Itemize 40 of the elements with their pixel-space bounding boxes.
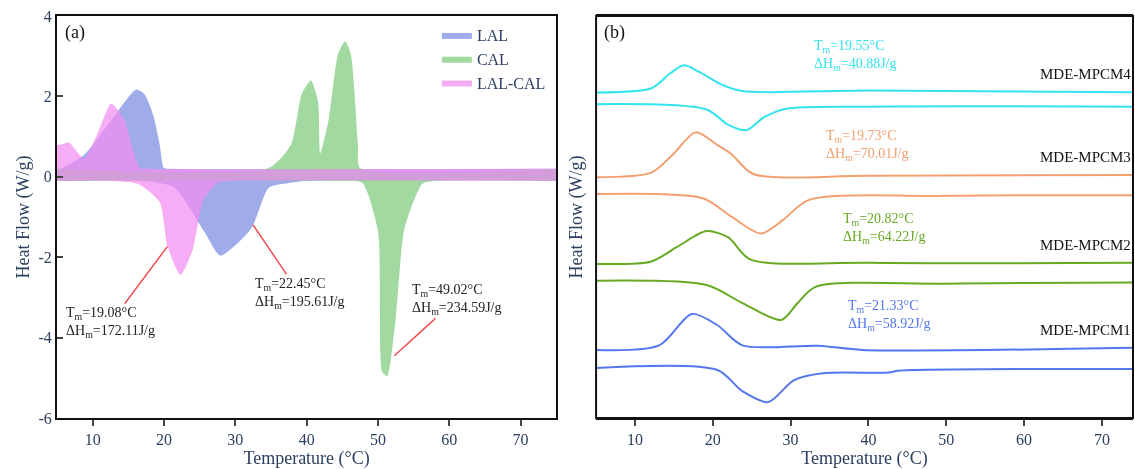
legend-label: LAL (476, 27, 508, 45)
x-tick-label: 40 (860, 431, 877, 449)
y-tick-label: 4 (43, 7, 52, 25)
y-tick-label: 0 (43, 168, 52, 186)
y-tick-label: -6 (38, 409, 52, 427)
series-label: MDE-MPCM3 (1040, 149, 1131, 165)
annotation: T$_{m}$=19.73°C ΔH$_{m}$=70.01J/g (826, 128, 909, 164)
legend-label: LAL-CAL (476, 74, 546, 92)
x-tick-label: 50 (369, 431, 386, 449)
x-tick-label: 70 (512, 431, 529, 449)
x-axis-title: Temperature (°C) (243, 448, 370, 469)
x-tick-label: 70 (1093, 431, 1110, 449)
y-axis-title: Heat Flow (W/g) (565, 155, 587, 279)
series-label: MDE-MPCM4 (1040, 66, 1132, 82)
series-label: MDE-MPCM2 (1040, 237, 1131, 253)
x-axis-title: Temperature (°C) (801, 448, 928, 469)
y-tick-label: -4 (38, 329, 52, 347)
y-axis-title: Heat Flow (W/g) (13, 155, 35, 279)
x-tick-label: 30 (782, 431, 799, 449)
legend-label: CAL (476, 50, 509, 68)
annotation: T$_{m}$=20.82°C ΔH$_{m}$=64.22J/g (843, 211, 926, 247)
y-tick-label: 2 (43, 88, 52, 105)
annotation: T$_{m}$=49.02°C ΔH$_{m}$=234.59J/g (412, 282, 502, 318)
x-tick-label: 30 (227, 431, 244, 449)
annotation: (a) (65, 22, 85, 43)
x-tick-label: 40 (298, 431, 315, 449)
annotation: T$_{m}$=19.55°C ΔH$_{m}$=40.88J/g (814, 38, 897, 74)
x-tick-label: 60 (441, 431, 458, 449)
annotation: T$_{m}$=22.45°C ΔH$_{m}$=195.61J/g (255, 276, 345, 312)
text: (b) (604, 22, 625, 43)
series-label: MDE-MPCM1 (1040, 322, 1131, 338)
x-tick-label: 20 (704, 431, 721, 449)
x-tick-label: 10 (626, 431, 643, 449)
x-tick-label: 60 (1016, 431, 1033, 449)
x-tick-label: 50 (938, 431, 955, 449)
x-tick-label: 10 (84, 431, 101, 449)
annotation: T$_{m}$=19.08°C ΔH$_{m}$=172.11J/g (66, 305, 155, 341)
y-tick-label: -2 (38, 248, 52, 266)
annotation: T$_{m}$=21.33°C ΔH$_{m}$=58.92J/g (848, 298, 931, 334)
x-tick-label: 20 (155, 431, 172, 449)
